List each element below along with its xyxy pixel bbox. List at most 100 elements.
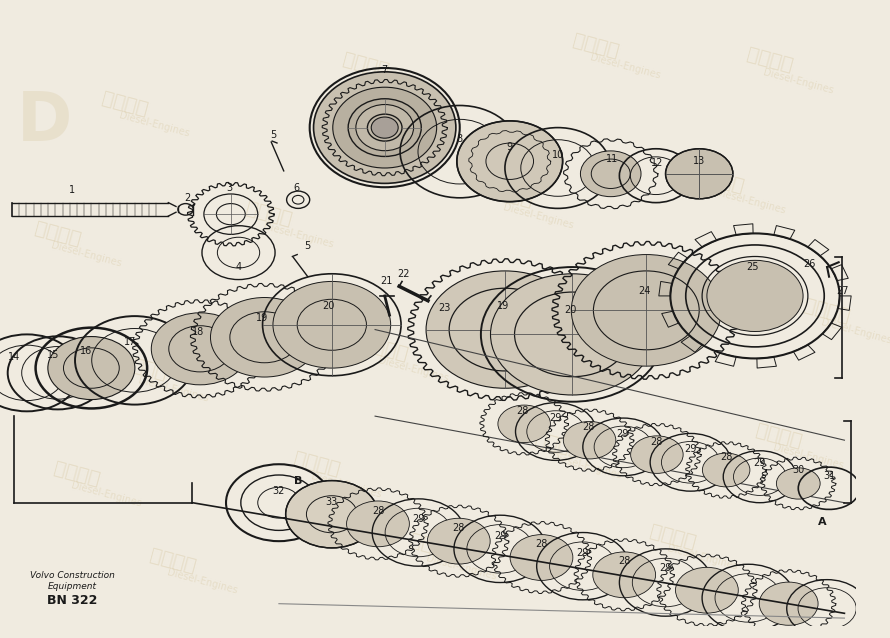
Text: Diesel-Engines: Diesel-Engines	[137, 375, 209, 403]
Text: 紧发动力: 紧发动力	[696, 165, 747, 196]
Ellipse shape	[580, 151, 641, 197]
Text: 3: 3	[226, 183, 232, 193]
Text: D: D	[17, 89, 73, 155]
Text: Diesel-Engines: Diesel-Engines	[51, 241, 123, 269]
Text: Equipment: Equipment	[48, 582, 97, 591]
Text: 14: 14	[8, 352, 20, 362]
Text: 19: 19	[255, 313, 268, 323]
Text: 32: 32	[272, 486, 285, 496]
Ellipse shape	[151, 313, 249, 385]
Text: Diesel-Engines: Diesel-Engines	[589, 53, 661, 81]
Text: 紧发动力: 紧发动力	[100, 88, 150, 119]
Ellipse shape	[571, 255, 721, 366]
Text: Diesel-Engines: Diesel-Engines	[166, 567, 239, 596]
Text: B: B	[294, 475, 303, 486]
Text: 26: 26	[804, 259, 816, 269]
Text: 紧发动力: 紧发动力	[754, 420, 805, 450]
Ellipse shape	[286, 480, 378, 548]
Ellipse shape	[510, 535, 573, 581]
Text: 28: 28	[453, 523, 465, 533]
Text: 25: 25	[746, 262, 758, 272]
Text: 29: 29	[412, 514, 425, 524]
Text: 5: 5	[270, 130, 276, 140]
Text: Diesel-Engines: Diesel-Engines	[425, 553, 498, 581]
Ellipse shape	[759, 582, 818, 625]
Ellipse shape	[48, 336, 135, 399]
Text: 28: 28	[618, 556, 630, 567]
Text: 27: 27	[837, 286, 849, 296]
Text: 28: 28	[651, 437, 663, 447]
Text: 5: 5	[304, 241, 311, 251]
Text: 29: 29	[659, 563, 672, 573]
Text: 29: 29	[684, 444, 697, 454]
Text: Diesel-Engines: Diesel-Engines	[310, 471, 383, 500]
Text: 9: 9	[506, 142, 513, 152]
Text: Diesel-Engines: Diesel-Engines	[377, 356, 449, 384]
Ellipse shape	[346, 501, 409, 547]
Text: 紧发动力: 紧发动力	[648, 521, 699, 552]
Text: 2: 2	[184, 193, 190, 203]
Text: Diesel-Engines: Diesel-Engines	[714, 188, 787, 216]
Text: 19: 19	[497, 300, 509, 311]
Text: 7: 7	[382, 65, 388, 75]
Ellipse shape	[593, 552, 656, 598]
Text: Diesel-Engines: Diesel-Engines	[666, 544, 739, 572]
Ellipse shape	[427, 518, 490, 564]
Text: 28: 28	[516, 406, 529, 417]
Text: Diesel-Engines: Diesel-Engines	[820, 317, 890, 346]
Text: 20: 20	[323, 300, 336, 311]
Text: Diesel-Engines: Diesel-Engines	[502, 202, 575, 230]
Text: 11: 11	[605, 154, 618, 165]
Text: 33: 33	[326, 497, 338, 507]
Text: 紧发动力: 紧发动力	[244, 199, 295, 230]
Text: 30: 30	[792, 465, 805, 475]
Text: Diesel-Engines: Diesel-Engines	[762, 67, 835, 96]
Ellipse shape	[356, 105, 414, 151]
Text: 紧发动力: 紧发动力	[33, 218, 83, 249]
Text: 31: 31	[823, 471, 835, 481]
Ellipse shape	[457, 121, 562, 202]
Text: Diesel-Engines: Diesel-Engines	[262, 221, 335, 249]
Text: 16: 16	[80, 346, 93, 356]
Text: 28: 28	[535, 539, 547, 549]
Text: 紧发动力: 紧发动力	[533, 430, 583, 460]
Text: 10: 10	[552, 149, 564, 160]
Ellipse shape	[498, 405, 550, 443]
Text: 21: 21	[380, 276, 392, 286]
Text: 12: 12	[651, 158, 663, 168]
Text: 1: 1	[69, 185, 75, 195]
Text: Diesel-Engines: Diesel-Engines	[358, 72, 431, 100]
Text: 紧发动力: 紧发动力	[744, 45, 795, 75]
Text: Volvo Construction: Volvo Construction	[29, 571, 115, 581]
Text: 紧发动力: 紧发动力	[292, 449, 343, 480]
Text: 28: 28	[372, 507, 384, 516]
Ellipse shape	[776, 468, 821, 499]
Ellipse shape	[313, 72, 456, 183]
Text: 6: 6	[293, 183, 299, 193]
Text: A: A	[818, 517, 827, 527]
Text: 17: 17	[124, 337, 136, 347]
Text: 28: 28	[582, 422, 595, 432]
Text: 紧发动力: 紧发动力	[408, 531, 458, 561]
Ellipse shape	[371, 117, 398, 138]
Text: 紧发动力: 紧发动力	[340, 50, 391, 80]
Ellipse shape	[426, 271, 584, 389]
Text: 29: 29	[616, 429, 628, 440]
Text: 紧发动力: 紧发动力	[148, 545, 198, 575]
Ellipse shape	[333, 87, 437, 168]
Text: Diesel-Engines: Diesel-Engines	[69, 481, 142, 509]
Text: 20: 20	[564, 306, 577, 315]
Text: 29: 29	[494, 531, 506, 542]
Text: Diesel-Engines: Diesel-Engines	[117, 110, 190, 139]
Ellipse shape	[490, 274, 654, 395]
Text: 8: 8	[457, 134, 463, 144]
Ellipse shape	[707, 260, 803, 332]
Ellipse shape	[273, 281, 391, 368]
Ellipse shape	[631, 436, 684, 473]
Text: BN 322: BN 322	[47, 595, 97, 607]
Ellipse shape	[702, 453, 750, 487]
Text: 紧发动力: 紧发动力	[484, 180, 535, 210]
Text: 4: 4	[236, 262, 241, 272]
Text: 22: 22	[398, 269, 410, 279]
Text: 紧发动力: 紧发动力	[52, 459, 102, 489]
